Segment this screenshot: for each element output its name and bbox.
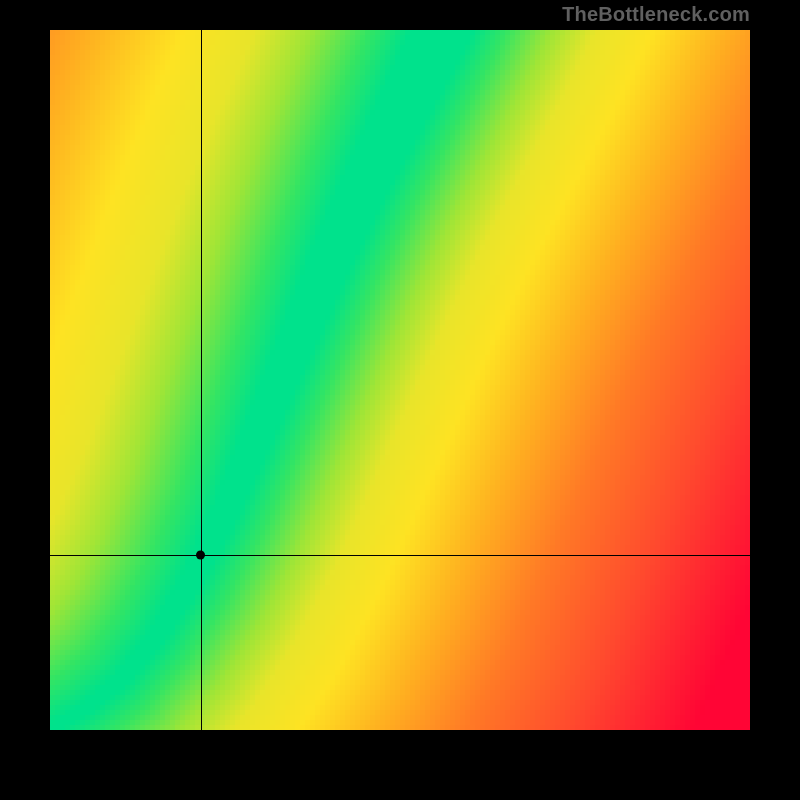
attribution-label: TheBottleneck.com — [562, 4, 750, 27]
chart-container: TheBottleneck.com — [0, 0, 800, 800]
bottleneck-heatmap — [50, 30, 750, 730]
